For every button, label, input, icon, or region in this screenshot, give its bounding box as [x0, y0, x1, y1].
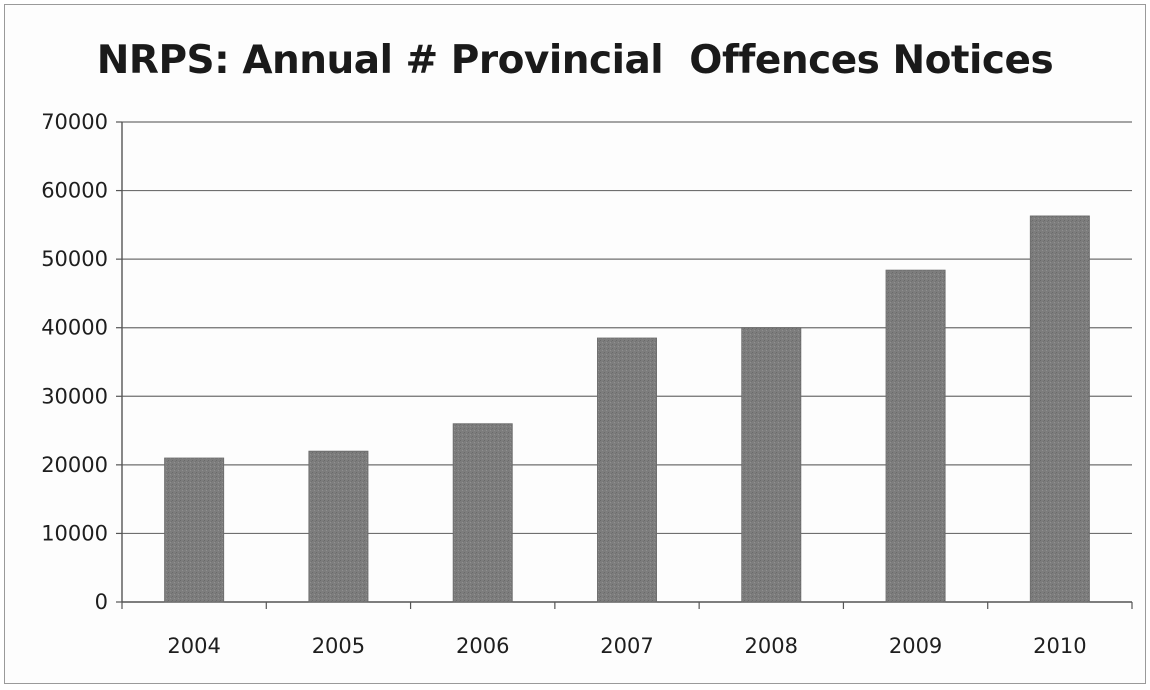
y-tick-label: 70000: [41, 110, 108, 134]
x-tick-label: 2006: [456, 634, 509, 658]
chart-title: NRPS: Annual # Provincial Offences Notic…: [96, 38, 1054, 83]
x-tick-label: 2010: [1033, 634, 1086, 658]
y-tick-label: 10000: [41, 521, 108, 545]
bars: [164, 215, 1090, 603]
y-tick-label: 20000: [41, 453, 108, 477]
x-tick-label: 2004: [167, 634, 220, 658]
x-tick-labels: 2004 2005 2006 2007 2008 2009 2010: [167, 634, 1086, 658]
y-tick-label: 60000: [41, 179, 108, 203]
bar-2007: [597, 337, 657, 603]
bar-2006: [452, 423, 513, 603]
y-tick-label: 40000: [41, 316, 108, 340]
bar-2004: [164, 457, 225, 603]
x-tick-label: 2005: [312, 634, 365, 658]
bar-2009: [885, 269, 946, 603]
x-tick-label: 2008: [745, 634, 798, 658]
y-tick-label: 0: [95, 590, 108, 614]
y-tick-labels: 0 10000 20000 30000 40000 50000 60000 70000: [41, 110, 108, 614]
bar-2005: [308, 450, 369, 603]
y-tick-label: 30000: [41, 384, 108, 408]
y-tick-label: 50000: [41, 247, 108, 271]
x-tick-label: 2007: [600, 634, 653, 658]
bar-2010: [1029, 215, 1090, 603]
x-tick-label: 2009: [889, 634, 942, 658]
bar-2008: [741, 327, 802, 603]
